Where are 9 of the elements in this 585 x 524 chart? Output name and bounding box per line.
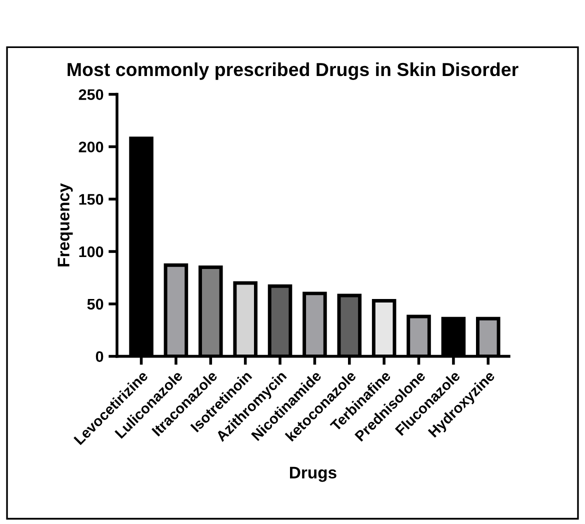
chart-title: Most commonly prescribed Drugs in Skin Disorder (68, 62, 518, 80)
y-tick-label: 200 (78, 142, 104, 152)
y-tick-label: 0 (96, 351, 104, 362)
y-tick-label: 50 (87, 298, 104, 310)
y-tick-label: 150 (79, 194, 104, 205)
y-tick-label: 250 (78, 89, 104, 100)
x-axis-title: Drugs (290, 466, 336, 482)
y-axis-title: Frequency (58, 183, 73, 266)
y-tick-label: 100 (79, 246, 104, 258)
